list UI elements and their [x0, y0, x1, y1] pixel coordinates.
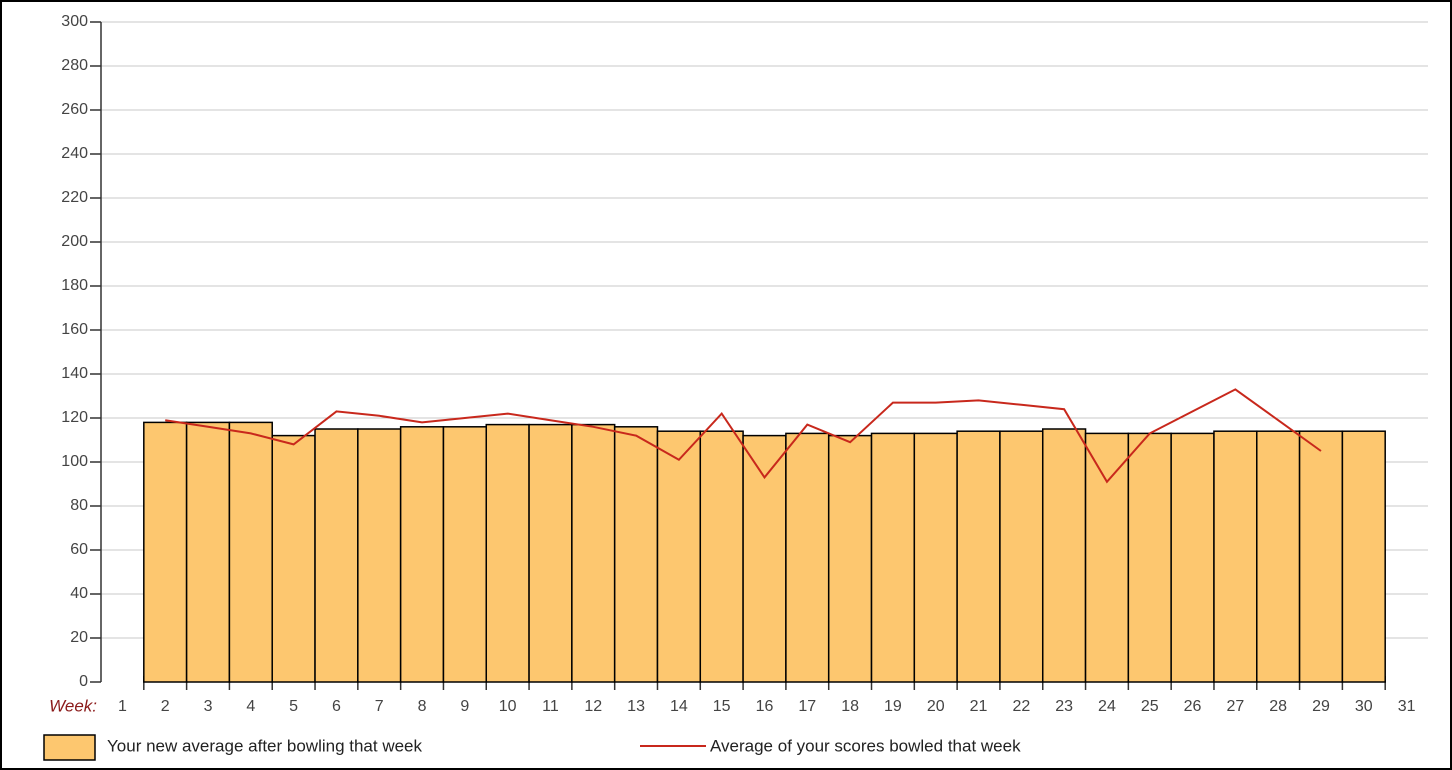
bar	[999, 430, 1044, 683]
x-tick-label: 30	[1355, 698, 1373, 715]
bar	[613, 426, 659, 683]
x-tick-label: 23	[1055, 698, 1073, 715]
x-tick-label: 7	[375, 698, 384, 715]
bar	[185, 421, 231, 683]
y-tick-label: 240	[61, 145, 88, 162]
x-tick-label: 22	[1012, 698, 1030, 715]
y-tick-label: 180	[61, 277, 88, 294]
bar	[1341, 430, 1386, 683]
x-tick-label: 4	[246, 698, 255, 715]
bar	[699, 430, 744, 683]
x-tick-label: 26	[1184, 698, 1202, 715]
bar	[1298, 430, 1344, 683]
x-tick-label: 16	[756, 698, 774, 715]
y-tick-label: 140	[61, 365, 88, 382]
x-tick-label: 6	[332, 698, 341, 715]
x-tick-label: 29	[1312, 698, 1330, 715]
y-tick-label: 300	[61, 13, 88, 30]
y-tick-label: 260	[61, 101, 88, 118]
bar	[399, 426, 445, 683]
y-tick-label: 200	[61, 233, 88, 250]
x-tick-label: 9	[460, 698, 469, 715]
x-tick-label: 8	[418, 698, 427, 715]
x-tick-label: 12	[584, 698, 602, 715]
bar	[271, 434, 316, 683]
bar	[143, 421, 188, 683]
x-tick-label: 25	[1141, 698, 1159, 715]
bar	[1170, 432, 1215, 683]
x-tick-label: 17	[798, 698, 816, 715]
y-tick-label: 20	[70, 629, 88, 646]
x-tick-label: 24	[1098, 698, 1116, 715]
x-tick-label: 31	[1398, 698, 1416, 715]
x-tick-label: 18	[841, 698, 859, 715]
x-tick-label: 10	[499, 698, 517, 715]
bar	[1127, 432, 1172, 683]
y-tick-label: 220	[61, 189, 88, 206]
bar	[742, 434, 787, 683]
x-tick-label: 1	[118, 698, 127, 715]
y-tick-label: 80	[70, 497, 88, 514]
y-tick-label: 120	[61, 409, 88, 426]
x-tick-label: 28	[1269, 698, 1287, 715]
bar	[1213, 430, 1258, 683]
x-tick-label: 15	[713, 698, 731, 715]
y-tick-label: 100	[61, 453, 88, 470]
legend-label: Average of your scores bowled that week	[710, 736, 1021, 755]
bar	[656, 430, 702, 683]
bar	[571, 423, 616, 683]
line	[165, 388, 1322, 484]
bar	[913, 432, 958, 683]
bar	[485, 423, 530, 683]
x-tick-label: 21	[970, 698, 988, 715]
y-tick-label: 60	[70, 541, 88, 558]
y-tick-label: 40	[70, 585, 88, 602]
x-tick-label: 2	[161, 698, 170, 715]
x-tick-label: 27	[1226, 698, 1244, 715]
y-tick-label: 0	[79, 673, 88, 690]
bar	[870, 432, 916, 683]
bar	[956, 430, 1001, 683]
bar	[357, 428, 402, 683]
bar	[827, 434, 873, 683]
x-tick-label: 13	[627, 698, 645, 715]
bar	[228, 421, 273, 683]
bar	[1084, 432, 1130, 683]
x-tick-label: 3	[204, 698, 213, 715]
legend-swatch	[43, 734, 96, 761]
bar	[442, 426, 488, 683]
bar	[528, 423, 573, 683]
x-tick-label: 19	[884, 698, 902, 715]
x-tick-label: 14	[670, 698, 688, 715]
legend-label: Your new average after bowling that week	[107, 736, 423, 755]
x-tick-label: 20	[927, 698, 945, 715]
y-tick-label: 280	[61, 57, 88, 74]
x-tick-label: 11	[542, 698, 559, 715]
x-axis-label: Week:	[49, 696, 97, 715]
bar	[1256, 430, 1301, 683]
y-tick-label: 160	[61, 321, 88, 338]
bar	[785, 432, 830, 683]
bar	[1041, 428, 1087, 683]
bar	[314, 428, 359, 683]
x-tick-label: 5	[289, 698, 298, 715]
